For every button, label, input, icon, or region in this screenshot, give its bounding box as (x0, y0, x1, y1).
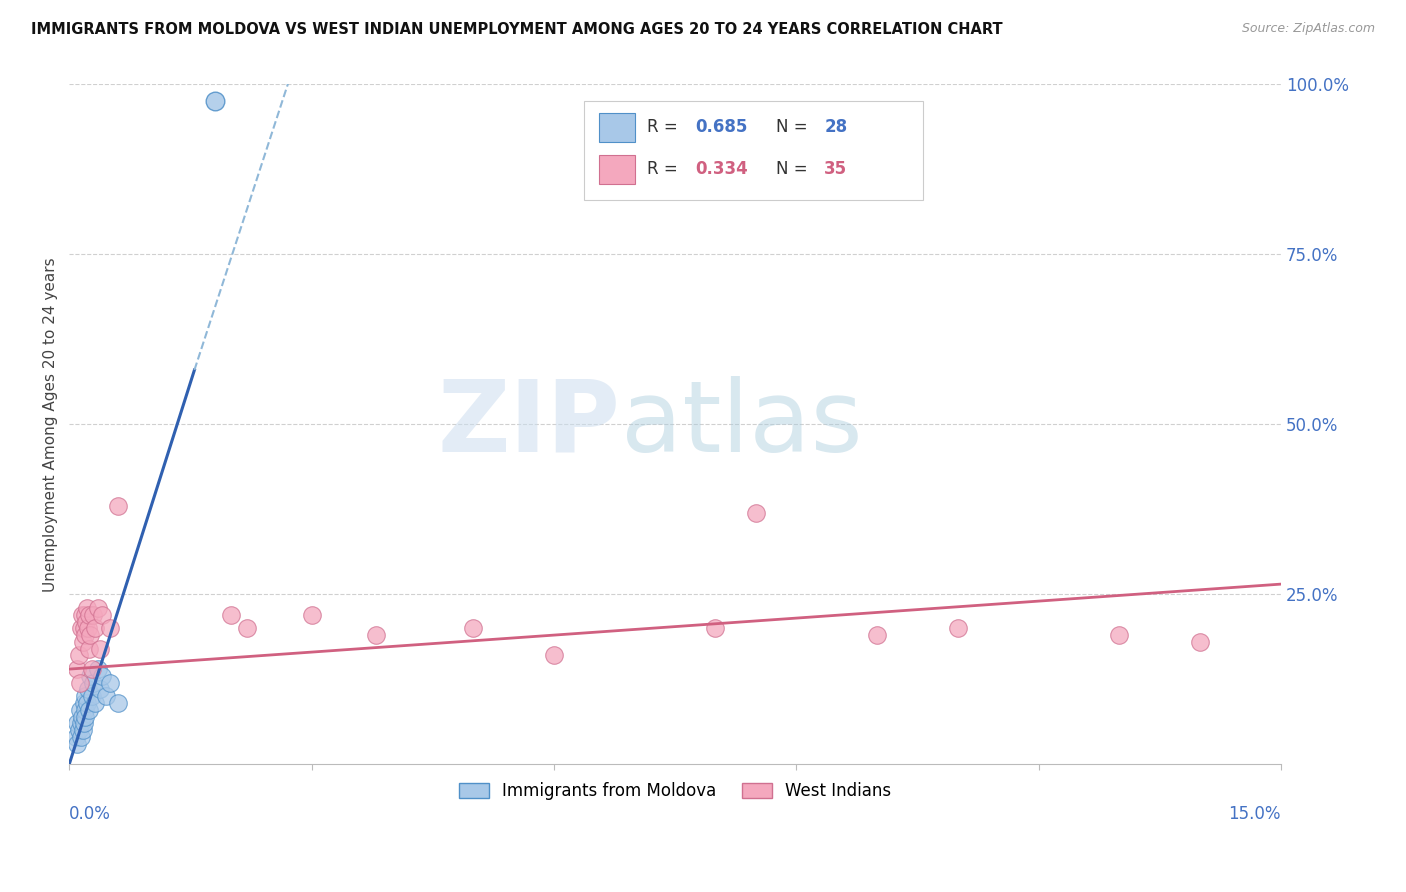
Point (946, 621, 969, 635)
Point (73, 703, 96, 717)
Point (73, 716, 96, 731)
Point (236, 621, 259, 635)
Text: 0.685: 0.685 (696, 119, 748, 136)
Point (72, 635, 94, 649)
Point (69, 703, 91, 717)
Point (70, 607, 93, 622)
Point (75, 709, 97, 723)
Point (65, 730, 87, 744)
Bar (599, 113, 636, 142)
Point (79, 628, 101, 642)
Point (79, 703, 101, 717)
Point (94, 690, 117, 704)
Text: N =: N = (776, 161, 813, 178)
Point (76, 696, 98, 710)
Text: ZIP: ZIP (437, 376, 620, 473)
Point (204, 95, 226, 109)
Point (80, 690, 103, 704)
Point (75, 690, 97, 704)
Point (79, 607, 101, 622)
Text: IMMIGRANTS FROM MOLDOVA VS WEST INDIAN UNEMPLOYMENT AMONG AGES 20 TO 24 YEARS CO: IMMIGRANTS FROM MOLDOVA VS WEST INDIAN U… (31, 22, 1002, 37)
Point (75, 615, 97, 629)
Point (66, 716, 89, 731)
Text: 0.0%: 0.0% (69, 805, 111, 823)
Point (73, 696, 96, 710)
Point (73, 621, 96, 635)
Point (82, 675, 104, 690)
Point (89, 641, 111, 656)
Point (84, 621, 107, 635)
Point (72, 723, 94, 738)
Point (107, 499, 129, 513)
Point (80, 662, 103, 676)
Point (84, 696, 107, 710)
Point (866, 628, 889, 642)
Point (90, 607, 112, 622)
Point (89, 682, 111, 697)
Point (70, 730, 93, 744)
Point (69, 675, 91, 690)
Point (73, 607, 96, 622)
Bar (599, 155, 636, 184)
Point (98, 675, 121, 690)
Point (76, 621, 98, 635)
Point (543, 648, 565, 663)
FancyBboxPatch shape (585, 102, 924, 200)
Point (463, 621, 485, 635)
Text: N =: N = (776, 119, 813, 136)
Point (69, 716, 91, 731)
Point (301, 607, 323, 622)
Point (90, 669, 112, 683)
Point (77, 641, 100, 656)
Text: 0.334: 0.334 (696, 161, 748, 178)
Point (75, 628, 97, 642)
Point (745, 506, 768, 520)
Point (1108, 628, 1130, 642)
Y-axis label: Unemployment Among Ages 20 to 24 years: Unemployment Among Ages 20 to 24 years (44, 257, 58, 591)
Point (76, 601, 98, 615)
Point (66, 662, 89, 676)
Legend: Immigrants from Moldova, West Indians: Immigrants from Moldova, West Indians (453, 775, 898, 807)
Point (704, 621, 727, 635)
Text: R =: R = (647, 161, 683, 178)
Point (86, 662, 108, 676)
Point (1189, 635, 1212, 649)
Text: 35: 35 (824, 161, 848, 178)
Point (98, 621, 121, 635)
Point (67, 723, 90, 738)
Text: 28: 28 (824, 119, 848, 136)
Point (66, 737, 89, 751)
Point (82, 607, 104, 622)
Point (76, 682, 98, 697)
Point (219, 607, 242, 622)
Point (86, 601, 108, 615)
Text: atlas: atlas (620, 376, 862, 473)
Text: Source: ZipAtlas.com: Source: ZipAtlas.com (1241, 22, 1375, 36)
Point (79, 669, 101, 683)
Point (107, 696, 129, 710)
Point (70, 621, 93, 635)
Text: R =: R = (647, 119, 683, 136)
Point (366, 628, 388, 642)
Point (67, 648, 90, 663)
Point (70, 709, 93, 723)
Text: 15.0%: 15.0% (1229, 805, 1281, 823)
